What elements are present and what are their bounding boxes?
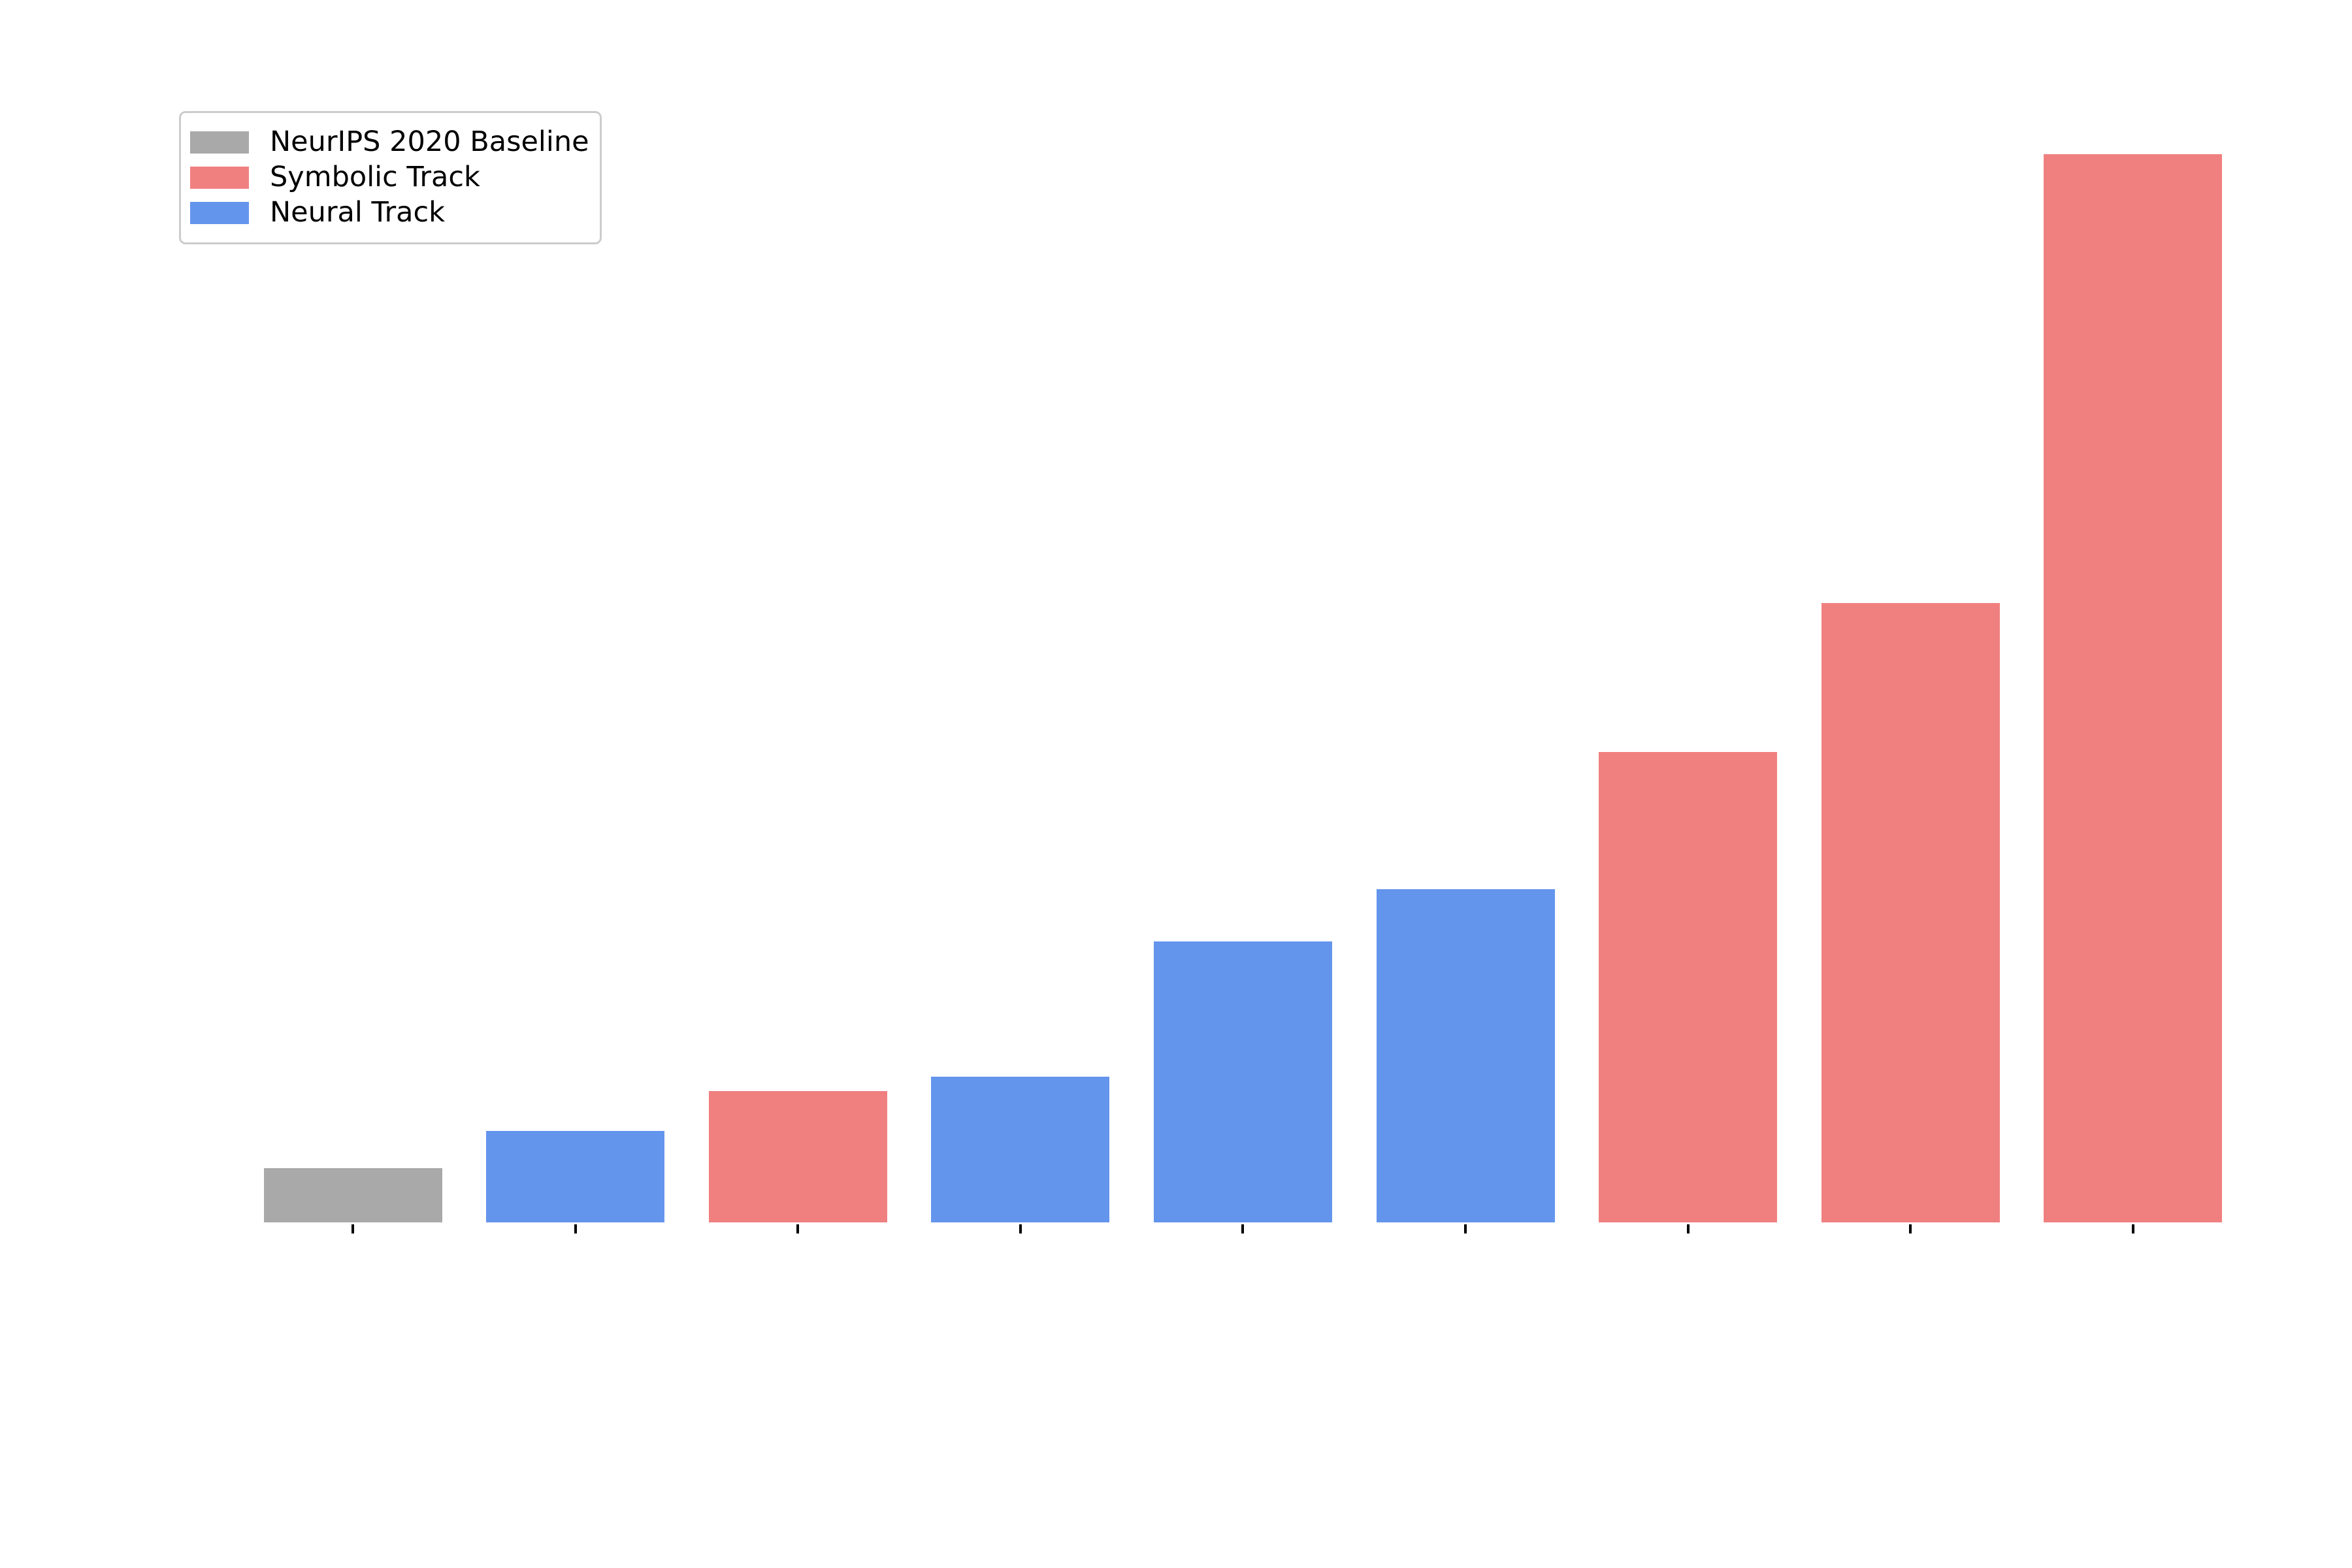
legend-label-symbolic: Symbolic Track [270, 161, 480, 194]
bar-4-neural-track [931, 1077, 1110, 1222]
x-axis-tick-8 [1909, 1224, 1912, 1233]
legend-label-neural: Neural Track [270, 196, 446, 229]
x-axis-tick-1 [351, 1224, 354, 1233]
bar-8-symbolic-track [1821, 603, 2000, 1222]
legend-swatch-neural-icon [190, 202, 249, 224]
bar-5-neural-track [1153, 941, 1332, 1222]
bar-1-neurips-2020-baseline [263, 1168, 442, 1222]
x-axis-tick-2 [574, 1224, 577, 1233]
bar-3-symbolic-track [708, 1091, 887, 1222]
bar-2-neural-track [486, 1131, 665, 1222]
x-axis-tick-5 [1241, 1224, 1245, 1233]
x-axis-tick-4 [1019, 1224, 1022, 1233]
bar-7-symbolic-track [1599, 752, 1778, 1222]
legend-label-baseline: NeurIPS 2020 Baseline [270, 125, 589, 159]
legend-entry-symbolic-track: Symbolic Track [190, 161, 589, 194]
x-axis-tick-6 [1464, 1224, 1467, 1233]
x-axis-tick-3 [796, 1224, 800, 1233]
bar-6-neural-track [1376, 889, 1555, 1222]
legend-entry-baseline: NeurIPS 2020 Baseline [190, 126, 589, 159]
legend-entry-neural-track: Neural Track [190, 197, 589, 229]
legend-swatch-symbolic-icon [190, 167, 249, 189]
bar-9-symbolic-track [2044, 154, 2223, 1222]
x-axis-tick-9 [2131, 1224, 2134, 1233]
legend-swatch-baseline-icon [190, 131, 249, 154]
x-axis-tick-7 [1686, 1224, 1690, 1233]
legend: NeurIPS 2020 Baseline Symbolic Track Neu… [179, 111, 602, 244]
